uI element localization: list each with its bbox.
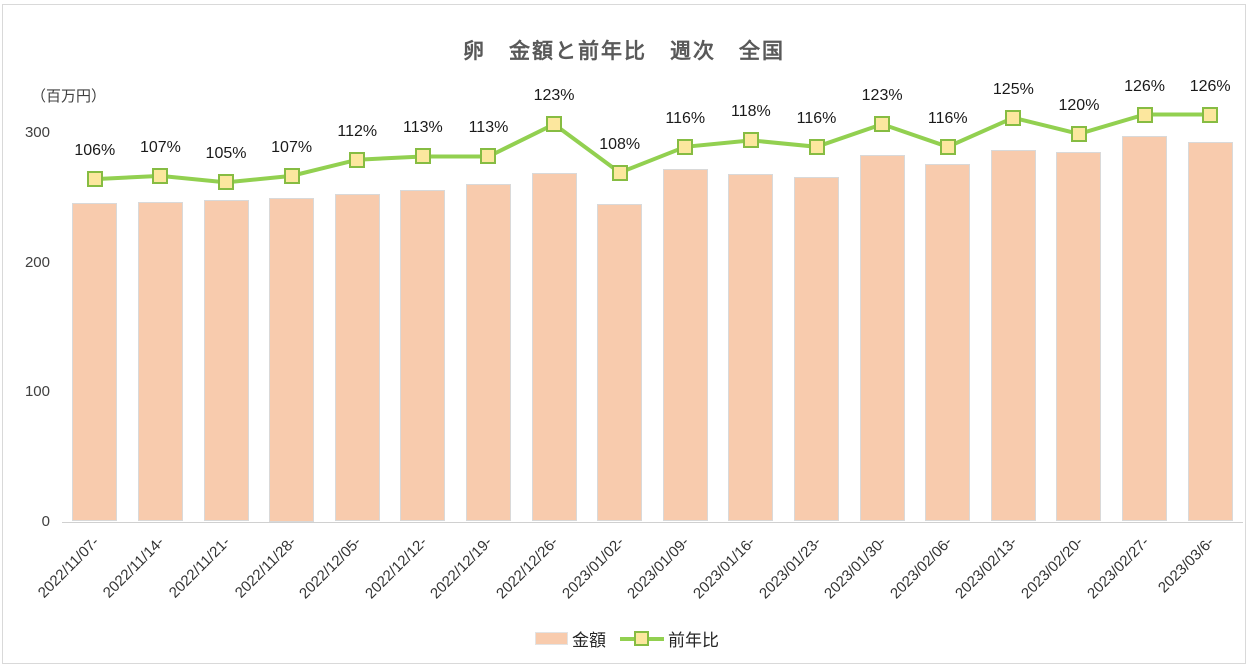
y-axis-tick-label: 300 (24, 124, 50, 141)
line-marker (283, 167, 300, 184)
legend: 金額 前年比 (0, 626, 1254, 650)
yoy-data-label: 116% (927, 109, 968, 127)
y-axis-unit-label: （百万円） (31, 88, 107, 105)
legend-bar-swatch (535, 631, 568, 645)
y-axis-tick-label: 200 (24, 253, 50, 271)
bar-2023/02/06- (925, 164, 971, 522)
bar-2022/11/14- (137, 201, 183, 522)
line-marker (1202, 106, 1219, 123)
bar-2023/01/16- (728, 174, 774, 522)
bar-2022/11/28- (269, 197, 315, 522)
legend-item-amount: 金額 (535, 626, 606, 651)
line-marker (1070, 125, 1087, 142)
bar-2023/02/13- (990, 149, 1036, 522)
line-marker (1136, 106, 1153, 123)
legend-label: 金額 (572, 630, 606, 650)
line-marker (611, 164, 628, 181)
line-marker (874, 116, 891, 133)
bar-2022/11/07- (72, 202, 118, 522)
bar-2023/01/23- (794, 177, 840, 522)
legend-line-swatch (620, 630, 664, 647)
line-marker (546, 116, 563, 133)
yoy-data-label: 125% (992, 80, 1034, 98)
bar-2023/01/09- (662, 169, 708, 522)
legend-item-yoy: 前年比 (620, 626, 719, 651)
line-marker (677, 138, 694, 155)
legend-line-marker-icon (634, 630, 649, 646)
yoy-data-label: 116% (665, 109, 706, 127)
yoy-data-label: 113% (402, 119, 443, 137)
line-marker (1005, 109, 1022, 126)
line-marker (808, 138, 825, 155)
yoy-data-label: 126% (1189, 77, 1231, 95)
yoy-data-label: 123% (533, 87, 575, 105)
bar-2023/01/30- (859, 155, 905, 522)
line-marker (742, 132, 759, 149)
yoy-data-label: 107% (139, 138, 181, 156)
bar-2022/11/21- (203, 200, 249, 522)
legend-label: 前年比 (668, 630, 719, 650)
y-axis-tick-label: 0 (41, 512, 50, 530)
yoy-data-label: 113% (468, 119, 509, 137)
line-marker (414, 148, 431, 165)
yoy-data-label: 112% (337, 122, 378, 140)
bar-2023/02/20- (1056, 152, 1102, 522)
bar-2022/12/05- (334, 193, 380, 522)
yoy-data-label: 118% (731, 103, 771, 121)
yoy-data-label: 105% (205, 145, 247, 163)
line-marker (349, 151, 366, 168)
yoy-data-label: 106% (74, 142, 116, 160)
line-marker (86, 171, 103, 188)
line-marker (218, 174, 235, 191)
bar-2022/12/19- (465, 183, 511, 522)
bar-2023/01/02- (597, 204, 643, 522)
bar-2022/12/26- (531, 173, 577, 522)
yoy-data-label: 123% (861, 87, 903, 105)
yoy-data-label: 107% (271, 138, 313, 156)
line-marker (939, 138, 956, 155)
bar-2022/12/12- (400, 189, 446, 522)
x-axis-line (62, 521, 1243, 523)
yoy-data-label: 120% (1058, 96, 1100, 114)
bar-2023/03/6- (1187, 142, 1233, 522)
yoy-data-label: 108% (599, 135, 641, 153)
chart-title: 卵 金額と前年比 週次 全国 (463, 40, 785, 63)
yoy-data-label: 126% (1124, 77, 1166, 95)
bar-2023/02/27- (1122, 135, 1168, 522)
yoy-data-label: 116% (796, 109, 837, 127)
y-axis-tick-label: 100 (24, 383, 50, 400)
line-marker (480, 148, 497, 165)
line-marker (152, 167, 169, 184)
